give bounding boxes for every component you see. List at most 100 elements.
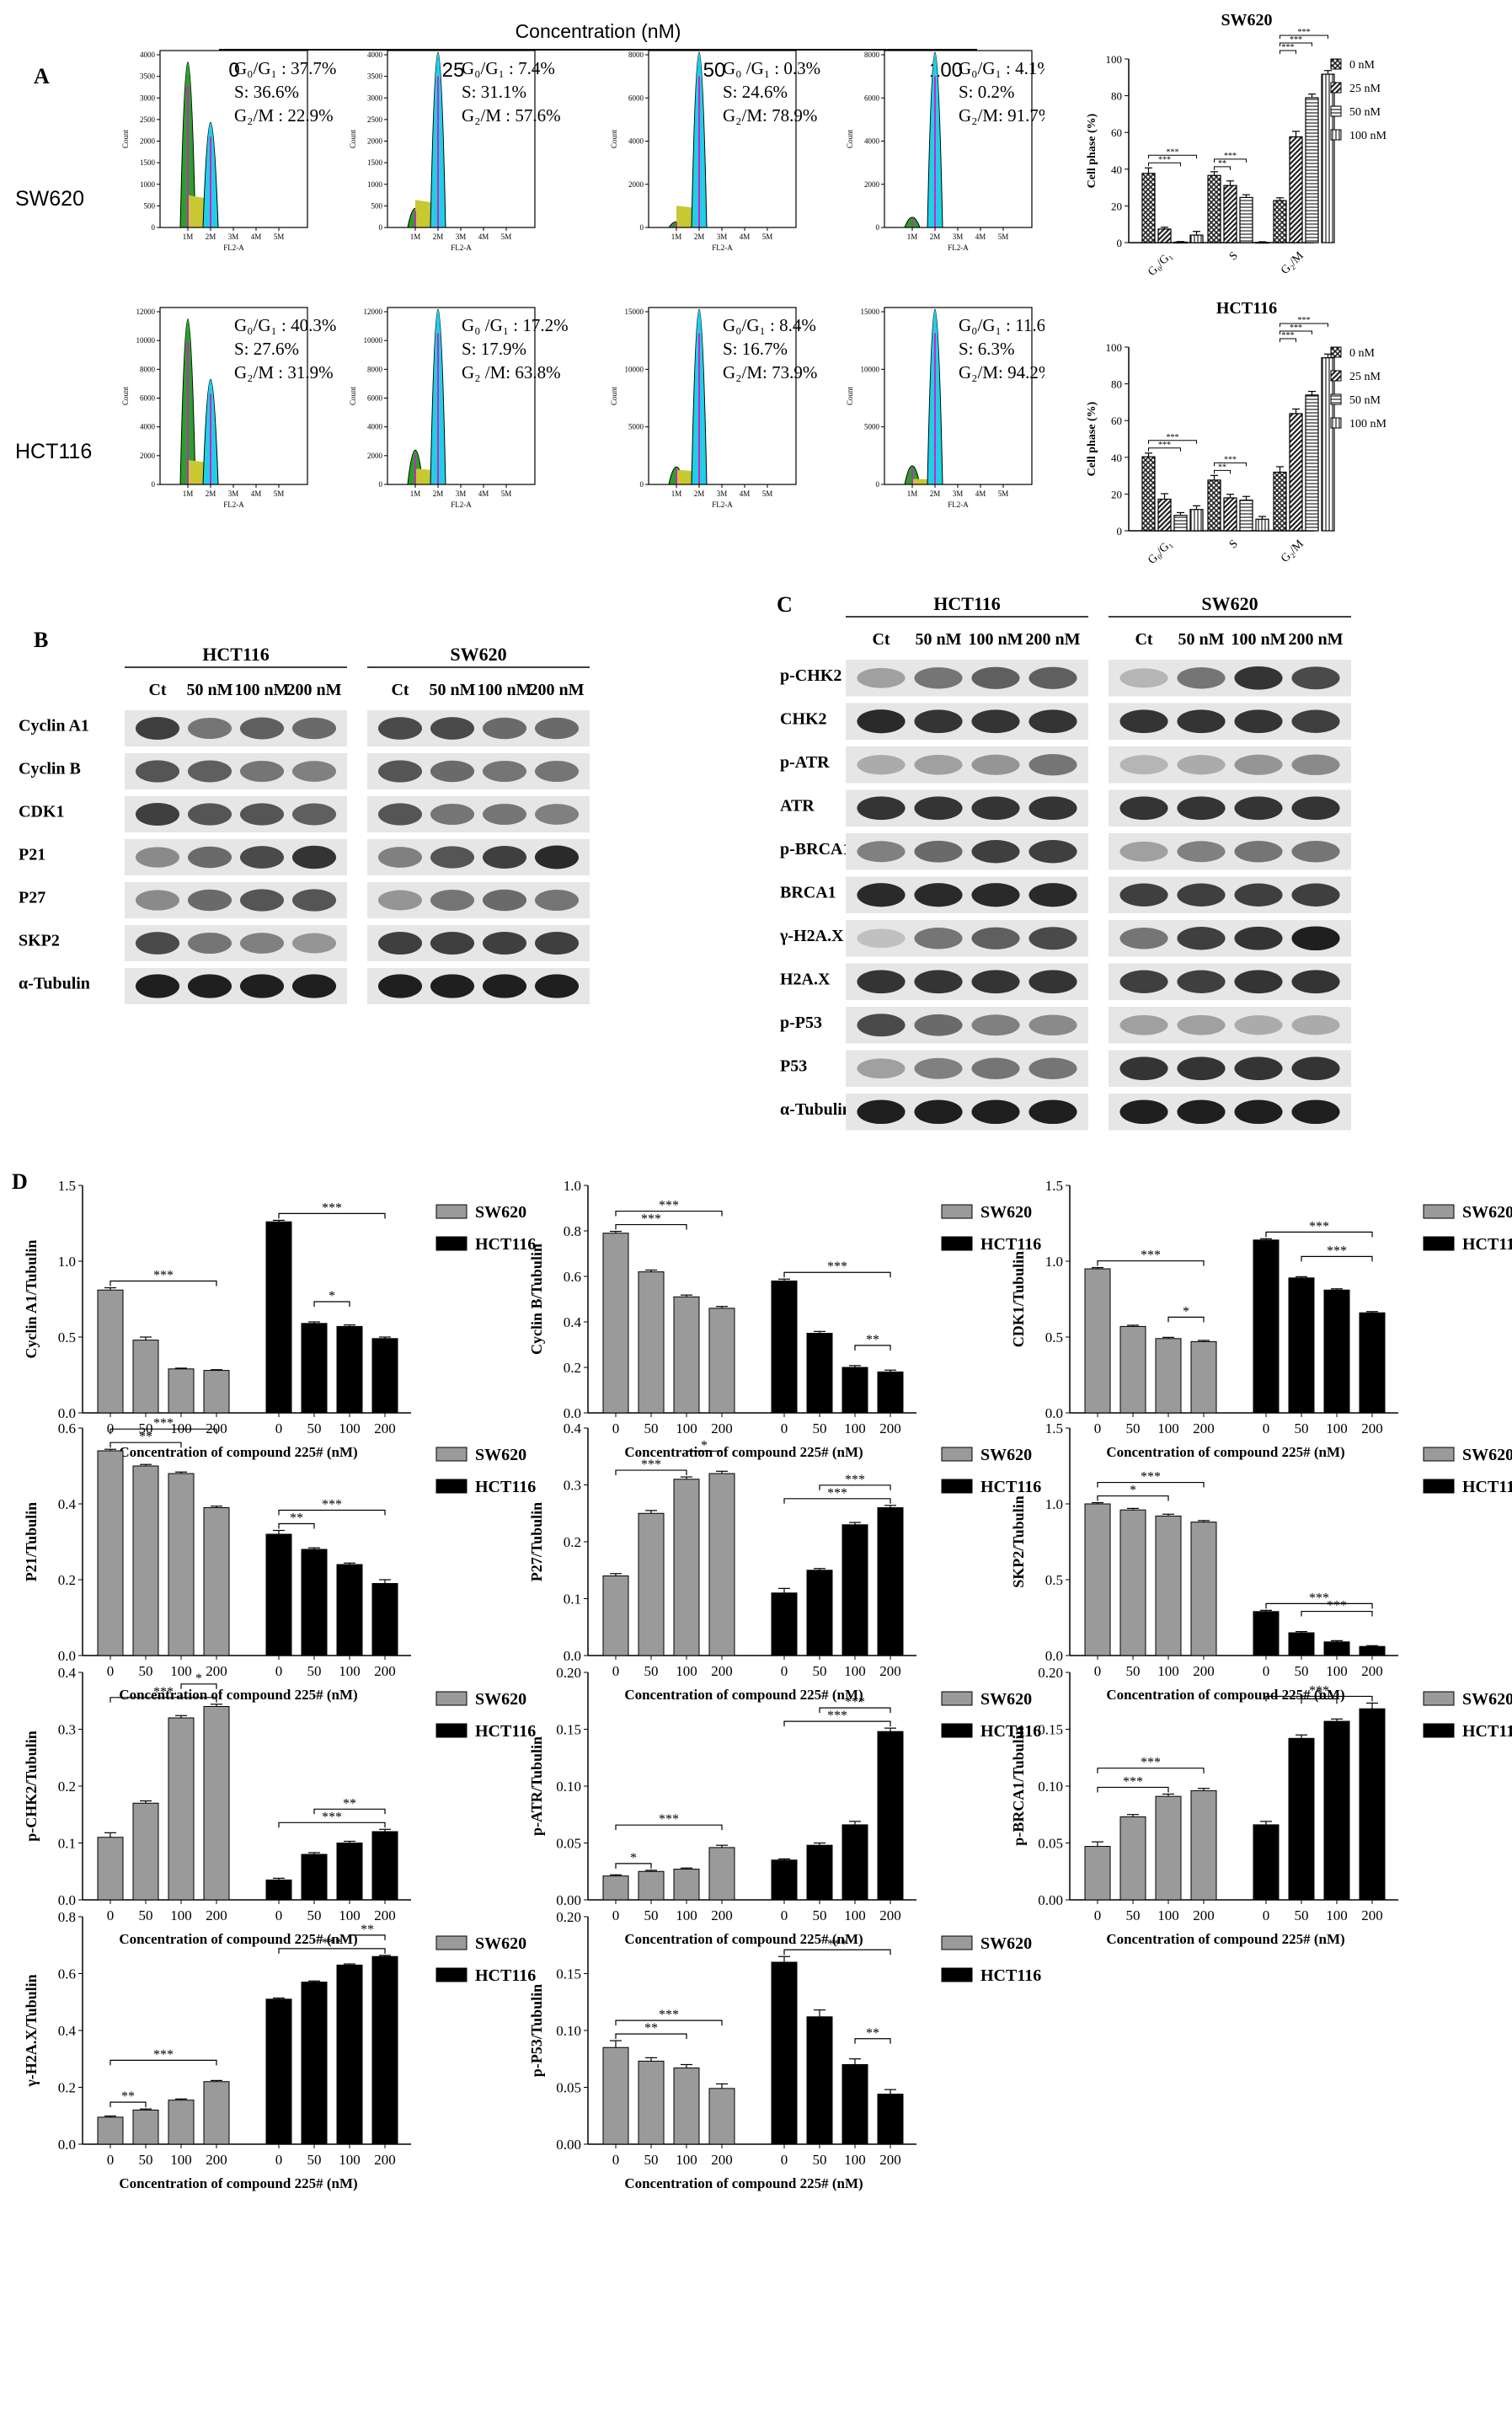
x-axis-label: FL2-A: [948, 243, 969, 252]
ytick-label: 0.20: [556, 1909, 581, 1925]
xtick-label: 5M: [762, 489, 773, 498]
band: [1291, 883, 1340, 907]
ytick-label: 10000: [364, 336, 383, 345]
ytick-label: 0.3: [564, 1478, 581, 1494]
protein-label: p-P53: [780, 1014, 822, 1032]
xtick-label: 5M: [501, 233, 512, 241]
xtick-label: 100: [339, 1663, 361, 1679]
lane-label: Ct: [391, 681, 409, 699]
significance-bracket: [180, 1683, 217, 1689]
band: [534, 931, 580, 955]
phase-stat-0: G₀/G₁ : 40.3%: [234, 315, 336, 335]
band: [1234, 796, 1283, 821]
xtick-label: 100: [1326, 1907, 1348, 1923]
band: [971, 796, 1020, 821]
band: [971, 840, 1020, 864]
bar: [97, 1837, 124, 1901]
band: [857, 841, 906, 863]
xtick-label: 100: [1157, 1907, 1179, 1923]
ytick-label: 1500: [140, 158, 156, 167]
band: [135, 760, 180, 783]
band: [1028, 970, 1077, 994]
band: [857, 1014, 906, 1037]
ytick-label: 0.3: [58, 1722, 76, 1738]
significance-label: ***: [659, 1812, 679, 1827]
lane-label: 200 nM: [1026, 630, 1081, 649]
significance-label: ***: [1141, 1249, 1161, 1263]
significance-label: **: [1218, 159, 1226, 169]
significance-bracket: [1214, 158, 1247, 163]
histogram-hct116-100: 0 5000 10000 15000 Count 1M 2M 3M 4M 5M FL2-A G₀/G₁…: [846, 307, 1045, 509]
ytick-label: 0.15: [1038, 1722, 1063, 1738]
ytick-label: 2500: [367, 115, 383, 124]
legend-label: 100 nM: [1349, 418, 1387, 431]
y-axis-label: Count: [121, 130, 130, 149]
bar: [1157, 228, 1172, 243]
significance-label: **: [1218, 463, 1226, 472]
bar: [265, 1879, 292, 1901]
phase-stat-0: G₀/G₁ : 7.4%: [462, 58, 555, 78]
significance-label: **: [361, 1923, 374, 1937]
band: [239, 760, 285, 783]
ytick-label: 10000: [861, 365, 880, 373]
bar: [1321, 73, 1335, 243]
legend-label: 0 nM: [1349, 59, 1376, 72]
significance-bracket: [110, 1280, 217, 1287]
legend-swatch: [941, 1236, 973, 1251]
significance-label: ***: [1282, 331, 1295, 340]
ytick-label: 2000: [140, 137, 156, 146]
bar: [708, 1847, 735, 1901]
y-axis-label: SKP2/Tubulin: [1010, 1495, 1027, 1587]
xtick-label: 50: [1295, 1663, 1309, 1679]
xtick-label: 0: [275, 1420, 283, 1436]
significance-bracket: [110, 1697, 217, 1703]
concentration-header-rule: [219, 49, 977, 51]
significance-bracket: [615, 1210, 723, 1217]
bar: [1141, 456, 1156, 532]
significance-bracket: [819, 1707, 891, 1714]
protein-label: Cyclin B: [19, 760, 81, 778]
xtick-label: 1M: [183, 233, 194, 241]
ytick-label: 4000: [140, 423, 156, 431]
bar: [1289, 413, 1303, 532]
bar: [1190, 1789, 1217, 1901]
significance-label: ***: [827, 1260, 847, 1274]
band: [1234, 1057, 1283, 1081]
bar: [1239, 499, 1253, 532]
band: [291, 761, 337, 782]
xtick-label: 4M: [740, 489, 751, 498]
band: [1234, 970, 1283, 994]
chart-sw620_cell_phase: SW620 0 20 40 60 80 100 Cell phase (%) G₀/G₁ S G₂/…: [1086, 11, 1387, 279]
bar: [877, 1731, 904, 1901]
bar: [371, 1583, 398, 1656]
ytick-label: 40: [1111, 163, 1122, 176]
band: [1291, 926, 1340, 951]
x-axis-label: Concentration of compound 225# (nM): [624, 1444, 863, 1460]
ytick-label: 12000: [136, 308, 156, 316]
legend-swatch: [435, 1447, 467, 1462]
significance-label: ***: [1298, 316, 1311, 325]
legend-label: SW620: [475, 1203, 526, 1222]
bar: [673, 1296, 700, 1414]
ytick-label: 0.2: [58, 1779, 76, 1795]
xtick-label: 100: [676, 1663, 697, 1679]
xtick-label: 1M: [907, 233, 918, 241]
band: [914, 883, 963, 907]
xtick-label: 100: [676, 2152, 697, 2168]
y-axis-label: Count: [846, 387, 854, 406]
bar: [1119, 1509, 1146, 1656]
significance-label: ***: [1309, 1219, 1329, 1233]
lane-label: 100 nM: [1232, 630, 1286, 649]
xtick-label: 5M: [274, 489, 285, 498]
y-axis-label: Count: [349, 130, 357, 149]
xtick-label: 0: [275, 2152, 283, 2168]
bar: [97, 1450, 124, 1656]
xtick-label: 200: [711, 2152, 733, 2168]
xtick-label: 100: [170, 1907, 192, 1923]
legend-label: 50 nM: [1349, 394, 1381, 407]
ytick-label: 2500: [140, 115, 156, 124]
significance-bracket: [819, 1485, 891, 1490]
phase-stat-1: S: 36.6%: [234, 82, 299, 102]
legend-label: HCT116: [1462, 1478, 1512, 1496]
